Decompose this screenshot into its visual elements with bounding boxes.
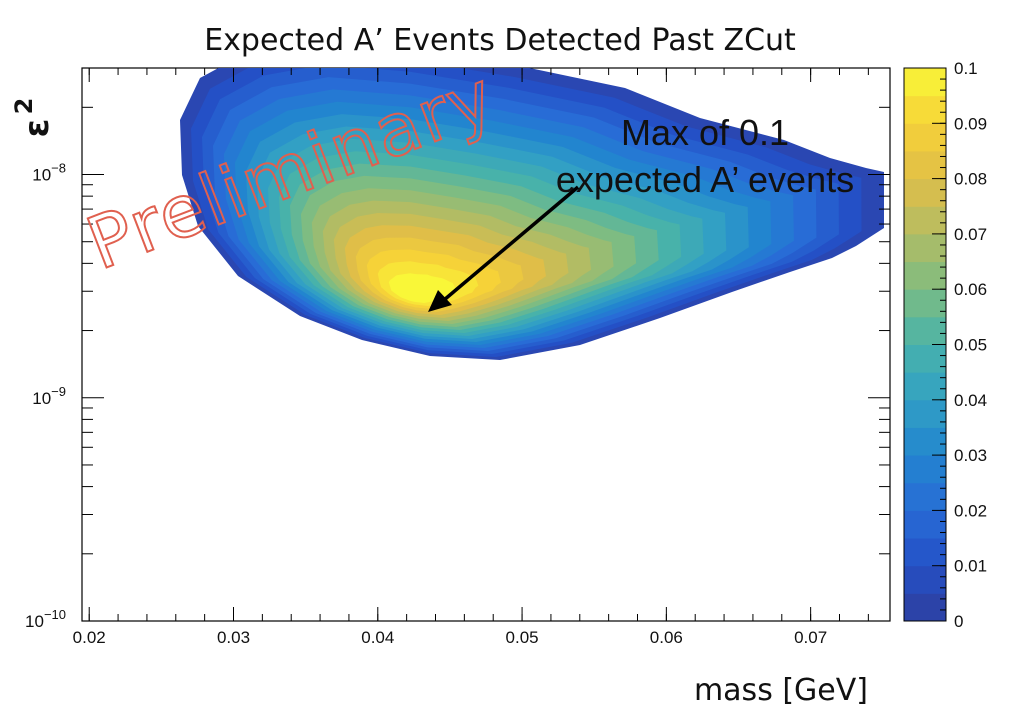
x-tick-label: 0.05 xyxy=(506,628,539,647)
colorbar: 0 0.01 0.02 0.03 0.04 0.05 0.06 0.07 0.08 0.09 0.1 xyxy=(903,59,987,631)
colorbar-tick-label: 0.01 xyxy=(954,557,987,576)
x-tick-label: 0.04 xyxy=(361,628,394,647)
colorbar-band xyxy=(904,399,946,428)
y-tick-label: 10−8 xyxy=(32,161,66,185)
annotation-line-1: Max of 0.1 xyxy=(621,112,789,153)
axes: 0.02 0.03 0.04 0.05 0.06 0.07 10−10 10−9 10−8 xyxy=(25,68,890,647)
heatmap-contours xyxy=(180,68,884,360)
y-axis-label: ε 2 xyxy=(10,98,57,138)
y-axis-label-exponent: 2 xyxy=(10,98,38,115)
x-tick-label: 0.02 xyxy=(73,628,106,647)
y-tick-label: 10−10 xyxy=(25,607,66,631)
colorbar-tick-label: 0.09 xyxy=(954,114,987,133)
colorbar-tick-label: 0 xyxy=(954,612,963,631)
colorbar-band xyxy=(904,233,946,263)
annotation-line-2: expected A’ events xyxy=(556,159,854,200)
colorbar-tick-label: 0.05 xyxy=(954,336,987,355)
x-axis-label: mass [GeV] xyxy=(694,673,868,708)
colorbar-tick-label: 0.03 xyxy=(954,446,987,465)
colorbar-band xyxy=(904,510,946,539)
colorbar-band xyxy=(904,150,946,180)
colorbar-tick-label: 0.02 xyxy=(954,501,987,520)
colorbar-band xyxy=(904,565,946,594)
colorbar-tick-label: 0.1 xyxy=(954,59,978,78)
colorbar-band xyxy=(904,206,946,235)
colorbar-band xyxy=(904,593,946,622)
y-tick-label: 10−9 xyxy=(32,384,66,408)
colorbar-band xyxy=(904,123,946,152)
chart-title: Expected A’ Events Detected Past ZCut xyxy=(204,23,796,58)
annotation-arrow-head xyxy=(428,290,452,312)
colorbar-tick-label: 0.07 xyxy=(954,225,987,244)
y-axis-label-base: ε xyxy=(17,119,57,138)
colorbar-band xyxy=(904,538,946,567)
colorbar-tick-label: 0.04 xyxy=(954,391,987,410)
max-annotation: Max of 0.1 expected A’ events xyxy=(428,112,854,312)
colorbar-tick-label: 0.08 xyxy=(954,170,987,189)
colorbar-band xyxy=(904,178,946,207)
x-tick-label: 0.03 xyxy=(217,628,250,647)
colorbar-band xyxy=(904,455,946,484)
colorbar-band xyxy=(904,68,946,97)
annotation-arrow-shaft xyxy=(442,185,580,302)
colorbar-band xyxy=(904,316,946,345)
colorbar-band xyxy=(904,289,946,318)
colorbar-band xyxy=(904,95,946,124)
x-tick-label: 0.06 xyxy=(650,628,683,647)
colorbar-band xyxy=(904,261,946,290)
colorbar-band xyxy=(904,344,946,373)
colorbar-band xyxy=(904,372,946,401)
colorbar-tick-label: 0.06 xyxy=(954,280,987,299)
x-tick-label: 0.07 xyxy=(794,628,827,647)
colorbar-band xyxy=(904,427,946,456)
colorbar-band xyxy=(904,482,946,511)
